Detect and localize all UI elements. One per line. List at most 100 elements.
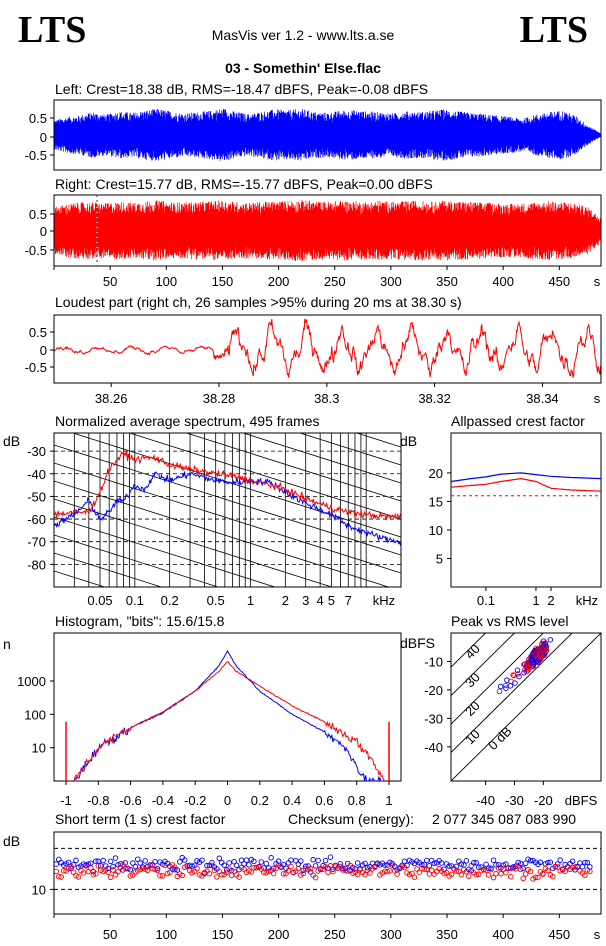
loudest-x-tick-label: 38.26: [95, 391, 128, 406]
spectrum-y-tick-label: -70: [27, 535, 46, 550]
peak-rms-left-point: [540, 638, 547, 644]
crest-left-point: [527, 857, 534, 864]
crest-left-point: [105, 865, 111, 872]
crest-right-point: [493, 870, 499, 877]
crest-left-point: [537, 859, 544, 866]
spectrum-x-tick-label: 0.05: [87, 593, 112, 608]
peak-rms-left-point: [516, 673, 522, 680]
crest-left-point: [93, 858, 99, 864]
right-x-tick-label: 300: [380, 274, 402, 289]
crest-right-point: [498, 870, 504, 877]
crest-right-point: [307, 865, 314, 872]
crest-x-tick-label: 250: [324, 927, 346, 942]
peak-rms-x-tick-label: -40: [476, 793, 495, 808]
crest-right-point: [399, 863, 405, 870]
left-waveform-title: Left: Crest=18.38 dB, RMS=-18.47 dBFS, P…: [55, 81, 429, 97]
right-x-tick-label: 250: [324, 274, 346, 289]
spectrum-slope-line: [128, 433, 401, 520]
crest-right-point: [522, 871, 529, 877]
crest-right-point: [495, 865, 502, 871]
crest-right-point: [214, 874, 220, 880]
crest-left-point: [545, 859, 551, 866]
allpass-x-tick-label: 2: [547, 593, 554, 608]
crest-right-point: [206, 870, 213, 877]
left-waveform: [53, 108, 602, 161]
crest-right-point: [295, 865, 302, 872]
logo-left: LTS: [18, 9, 87, 51]
allpass-title: Allpassed crest factor: [451, 413, 585, 429]
peak-rms-diagonal: [451, 633, 516, 697]
peak-rms-y-tick-label: -10: [424, 654, 443, 669]
crest-right-point: [75, 874, 82, 880]
histogram-x-tick-label: 0.8: [348, 793, 366, 808]
histogram-x-tick-label: 0: [224, 793, 231, 808]
crest-right-point: [194, 865, 200, 872]
peak-rms-left-point: [512, 680, 518, 686]
spectrum-x-tick-label: 3: [302, 593, 309, 608]
crest-right-point: [152, 866, 158, 873]
peak-rms-left-point: [504, 677, 510, 683]
spectrum-x-tick-label: 1: [247, 593, 254, 608]
crest-right-point: [535, 874, 541, 881]
peak-rms-ylabel: dBFS: [400, 635, 436, 651]
crest-left-point: [512, 863, 519, 869]
loudest-y-tick-label: -0.5: [25, 360, 47, 375]
crest-left-point: [268, 855, 274, 861]
crest-x-tick-label: 50: [103, 927, 117, 942]
crest-right-point: [107, 874, 114, 881]
spectrum-slope-line: [54, 462, 401, 574]
crest-left-point: [100, 857, 106, 864]
allpass-right-series: [450, 477, 602, 492]
crest-left-point: [110, 863, 116, 870]
crest-right-point: [144, 867, 151, 874]
left-waveform-frame: [53, 99, 602, 171]
crest-left-point: [446, 863, 452, 869]
crest-left-point: [127, 866, 134, 873]
peak-rms-diagonal-label: 40: [462, 641, 483, 662]
crest-left-point: [382, 862, 388, 868]
crest-left-point: [85, 861, 92, 867]
crest-right-point: [374, 861, 381, 867]
crest-left-point: [177, 859, 183, 865]
spectrum-y-tick-label: -50: [27, 489, 46, 504]
crest-left-point: [112, 855, 119, 861]
loudest-frame: [53, 314, 602, 384]
allpass-y-tick-label: 5: [436, 551, 443, 566]
spectrum-slope-line: [54, 498, 333, 587]
crest-right-point: [550, 873, 556, 880]
crest-right-point: [261, 869, 267, 876]
crest-left-point: [554, 861, 561, 867]
crest-left-point: [226, 860, 232, 866]
loudest-x-tick-label: 38.32: [418, 391, 451, 406]
loudest-part-title: Loudest part (right ch, 26 samples >95% …: [55, 294, 462, 310]
crest-left-point: [322, 857, 329, 864]
spectrum-grid: [54, 433, 401, 587]
crest-ylabel: dB: [3, 833, 21, 849]
histogram-frame: [53, 632, 402, 782]
histogram-ylabel: n: [3, 636, 11, 652]
histogram-right-series: [73, 660, 385, 782]
peak-rms-x-unit: dBFS: [565, 793, 598, 808]
crest-left-point: [404, 862, 410, 869]
histogram-x-tick-label: -0.4: [152, 793, 174, 808]
histogram-x-tick-label: -0.6: [119, 793, 141, 808]
crest-right-point: [90, 871, 97, 878]
crest-x-unit: s: [594, 927, 601, 942]
crest-left-point: [463, 858, 470, 864]
histogram-x-tick-label: 0.4: [283, 793, 301, 808]
crest-right-point: [424, 866, 430, 873]
crest-right-point: [554, 864, 561, 870]
crest-right-point: [248, 869, 255, 875]
allpass-y-tick-label: 20: [429, 466, 443, 481]
loudest-y-tick-label: 0.5: [29, 325, 47, 340]
crest-left-point: [520, 865, 526, 872]
crest-left-point: [117, 860, 124, 867]
left-series: [53, 108, 602, 161]
crest-right-point: [58, 874, 64, 880]
crest-right-point: [105, 869, 111, 875]
crest-left-point: [364, 864, 371, 871]
peak-rms-frame: [450, 632, 602, 782]
crest-left-point: [503, 861, 509, 867]
crest-left-point: [458, 861, 465, 867]
